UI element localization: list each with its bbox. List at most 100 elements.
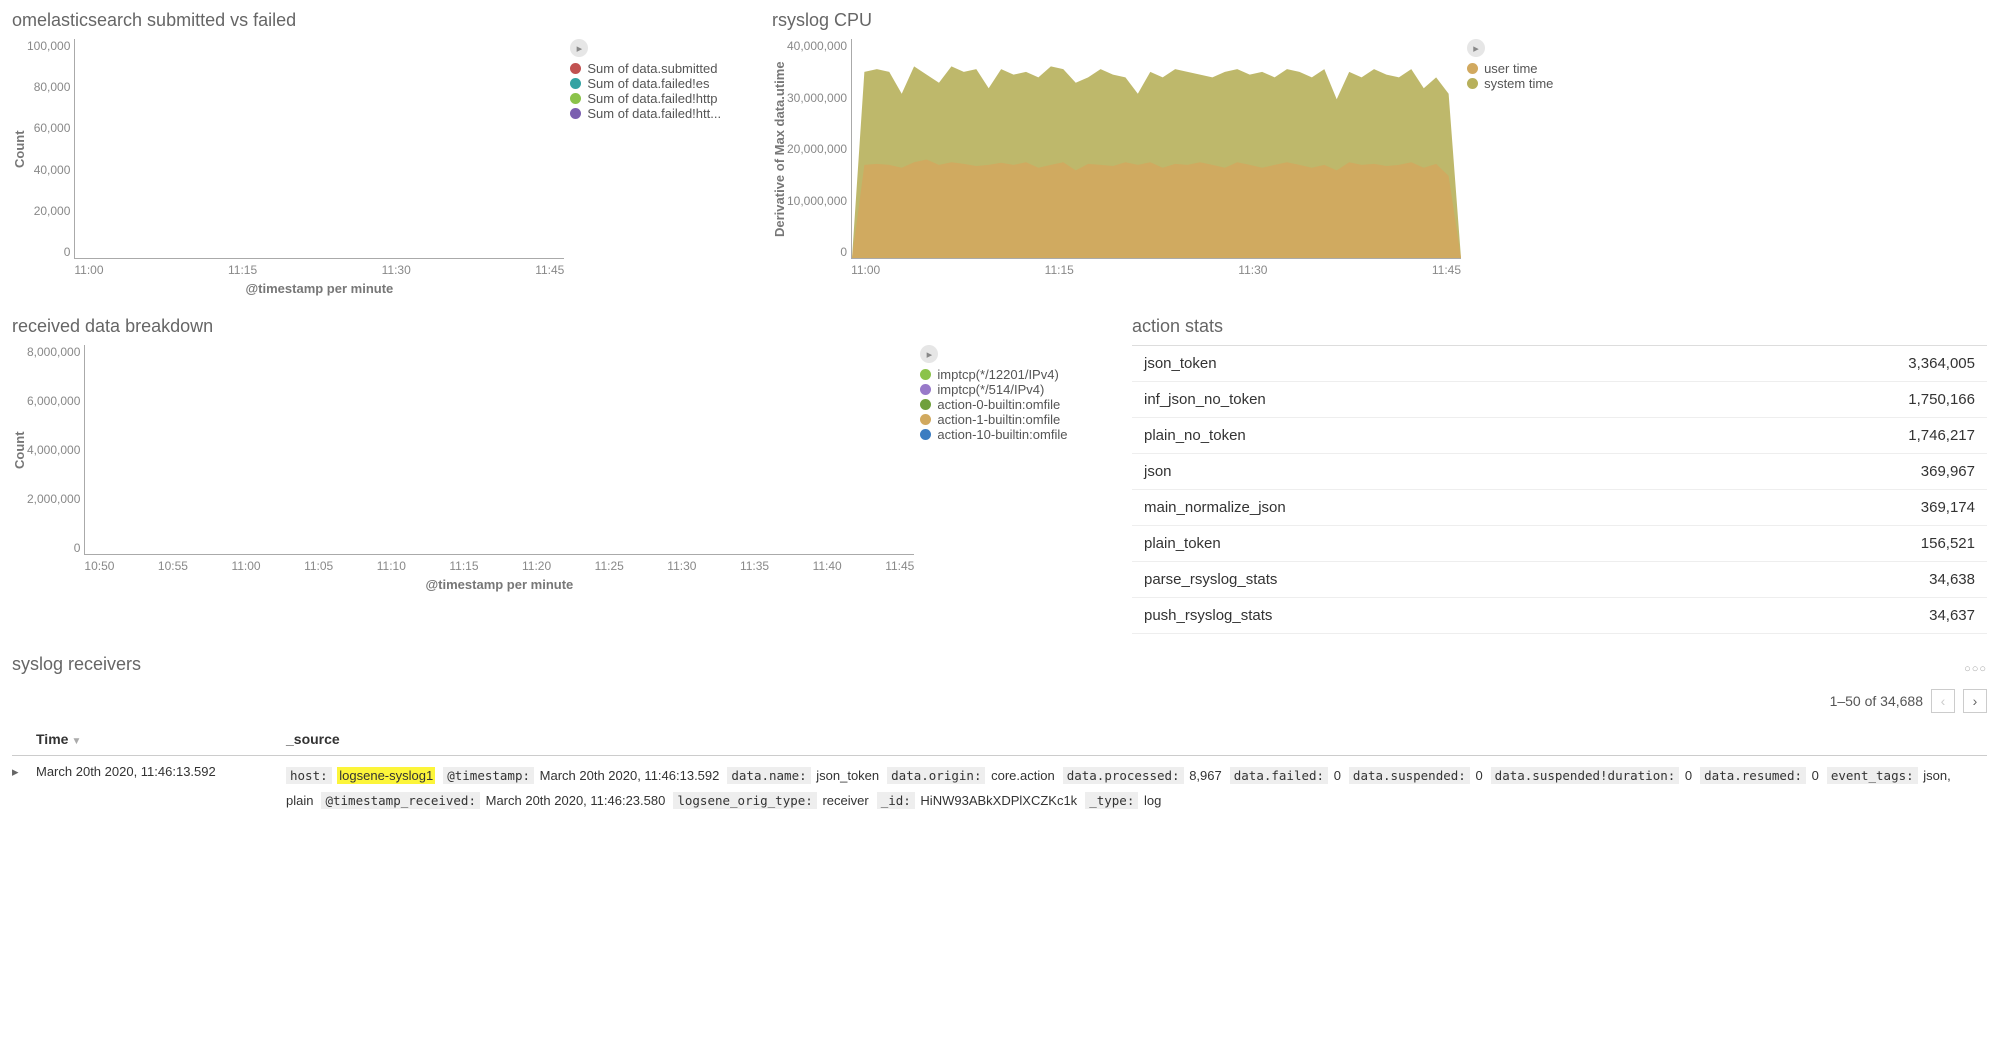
stats-key: json_token	[1144, 355, 1217, 372]
stats-table: json_token3,364,005 inf_json_no_token 1,75…	[1132, 345, 1987, 634]
legend-swatch	[920, 414, 931, 425]
field-key: data.processed:	[1063, 767, 1184, 784]
chart-legend: ▸ Sum of data.submittedSum of data.faile…	[570, 39, 721, 296]
legend-item[interactable]: action-0-builtin:omfile	[920, 397, 1067, 412]
stats-row[interactable]: parse_rsyslog_stats34,638	[1132, 562, 1987, 598]
legend-swatch	[1467, 63, 1478, 74]
field-key: @timestamp:	[443, 767, 534, 784]
legend-label: Sum of data.failed!htt...	[587, 106, 721, 121]
legend-swatch	[570, 78, 581, 89]
stats-key: push_rsyslog_stats	[1144, 607, 1272, 624]
expand-row-icon[interactable]: ▸	[12, 764, 19, 779]
y-ticks: 8,000,0006,000,0004,000,0002,000,0000	[27, 345, 84, 555]
legend-item[interactable]: Sum of data.failed!es	[570, 76, 721, 91]
field-value: json_token	[816, 768, 879, 783]
cell-source: host: logsene-syslog1 @timestamp: March 2…	[286, 764, 1987, 813]
field-key: @timestamp_received:	[321, 792, 480, 809]
chart-plot[interactable]	[84, 345, 914, 555]
legend-item[interactable]: Sum of data.failed!http	[570, 91, 721, 106]
legend-item[interactable]: system time	[1467, 76, 1553, 91]
legend-swatch	[570, 63, 581, 74]
x-axis-label: @timestamp per minute	[84, 577, 914, 592]
legend-swatch	[1467, 78, 1478, 89]
field-key: host:	[286, 767, 332, 784]
legend-item[interactable]: imptcp(*/514/IPv4)	[920, 382, 1067, 397]
legend-toggle-icon[interactable]: ▸	[1467, 39, 1485, 57]
stats-row[interactable]: plain_token 156,521	[1132, 526, 1987, 562]
stats-row[interactable]: main_normalize_json369,174	[1132, 490, 1987, 526]
cell-time: March 20th 2020, 11:46:13.592	[36, 764, 286, 779]
stats-value: 1,750,166	[1908, 391, 1975, 408]
stats-key: json	[1144, 463, 1172, 480]
legend-item[interactable]: Sum of data.failed!htt...	[570, 106, 721, 121]
field-value: 0	[1685, 768, 1692, 783]
stats-value: 156,521	[1921, 535, 1975, 552]
legend-swatch	[570, 108, 581, 119]
field-key: _type:	[1085, 792, 1138, 809]
panel-omelasticsearch: omelasticsearch submitted vs failed Coun…	[12, 10, 752, 296]
field-key: data.suspended:	[1349, 767, 1470, 784]
stats-value: 369,967	[1921, 463, 1975, 480]
field-key: data.resumed:	[1700, 767, 1806, 784]
legend-item[interactable]: user time	[1467, 61, 1553, 76]
legend-swatch	[920, 429, 931, 440]
legend-label: action-0-builtin:omfile	[937, 397, 1060, 412]
pagination-label: 1–50 of 34,688	[1830, 693, 1923, 709]
panel-menu-icon[interactable]: ○○○	[1964, 663, 1987, 675]
row-1: omelasticsearch submitted vs failed Coun…	[12, 10, 1987, 296]
stats-row[interactable]: json 369,967	[1132, 454, 1987, 490]
row-2: received data breakdown Count 8,000,0006…	[12, 316, 1987, 634]
field-value: HiNW93ABkXDPlXCZKc1k	[920, 793, 1077, 808]
legend-label: action-10-builtin:omfile	[937, 427, 1067, 442]
stats-row[interactable]: push_rsyslog_stats34,637	[1132, 598, 1987, 634]
legend-swatch	[920, 399, 931, 410]
field-key: event_tags:	[1827, 767, 1918, 784]
chart-legend: ▸ imptcp(*/12201/IPv4)imptcp(*/514/IPv4)…	[920, 345, 1067, 592]
panel-title: omelasticsearch submitted vs failed	[12, 10, 752, 31]
legend-item[interactable]: imptcp(*/12201/IPv4)	[920, 367, 1067, 382]
panel-title: syslog receivers	[12, 654, 141, 675]
legend-item[interactable]: action-1-builtin:omfile	[920, 412, 1067, 427]
legend-label: imptcp(*/12201/IPv4)	[937, 367, 1058, 382]
stats-row[interactable]: plain_no_token 1,746,217	[1132, 418, 1987, 454]
chart-plot[interactable]	[74, 39, 564, 259]
stats-value: 369,174	[1921, 499, 1975, 516]
field-key: data.origin:	[887, 767, 985, 784]
column-time[interactable]: Time▼	[36, 731, 286, 747]
y-axis-label: Count	[12, 345, 27, 555]
panel-syslog-receivers: syslog receivers ○○○ 1–50 of 34,688 ‹ › …	[12, 654, 1987, 821]
stats-row[interactable]: inf_json_no_token 1,750,166	[1132, 382, 1987, 418]
field-value: March 20th 2020, 11:46:13.592	[540, 768, 720, 783]
legend-item[interactable]: action-10-builtin:omfile	[920, 427, 1067, 442]
field-key: logsene_orig_type:	[673, 792, 816, 809]
chart-plot[interactable]	[851, 39, 1461, 259]
stats-key: inf_json_no_token	[1144, 391, 1266, 408]
panel-received-breakdown: received data breakdown Count 8,000,0006…	[12, 316, 1112, 634]
stats-row[interactable]: json_token3,364,005	[1132, 346, 1987, 382]
prev-page-button[interactable]: ‹	[1931, 689, 1955, 713]
stats-value: 1,746,217	[1908, 427, 1975, 444]
field-value: receiver	[822, 793, 868, 808]
legend-toggle-icon[interactable]: ▸	[570, 39, 588, 57]
field-value: 8,967	[1189, 768, 1222, 783]
legend-item[interactable]: Sum of data.submitted	[570, 61, 721, 76]
legend-label: action-1-builtin:omfile	[937, 412, 1060, 427]
field-key: data.name:	[727, 767, 810, 784]
panel-action-stats: action stats json_token3,364,005inf_json…	[1132, 316, 1987, 634]
legend-label: imptcp(*/514/IPv4)	[937, 382, 1044, 397]
legend-swatch	[920, 384, 931, 395]
y-ticks: 40,000,00030,000,00020,000,00010,000,000…	[787, 39, 851, 259]
stats-key: plain_token	[1144, 535, 1221, 552]
field-value: 0	[1475, 768, 1482, 783]
next-page-button[interactable]: ›	[1963, 689, 1987, 713]
field-value: logsene-syslog1	[337, 767, 435, 784]
legend-toggle-icon[interactable]: ▸	[920, 345, 938, 363]
legend-label: Sum of data.failed!es	[587, 76, 709, 91]
panel-rsyslog-cpu: rsyslog CPU Derivative of Max data.utime…	[772, 10, 1987, 296]
stats-key: plain_no_token	[1144, 427, 1246, 444]
column-source[interactable]: _source	[286, 731, 1987, 747]
table-row: ▸ March 20th 2020, 11:46:13.592 host: lo…	[12, 756, 1987, 821]
x-ticks: 11:0011:1511:3011:45	[851, 259, 1461, 277]
panel-title: rsyslog CPU	[772, 10, 1987, 31]
stats-value: 34,638	[1929, 571, 1975, 588]
